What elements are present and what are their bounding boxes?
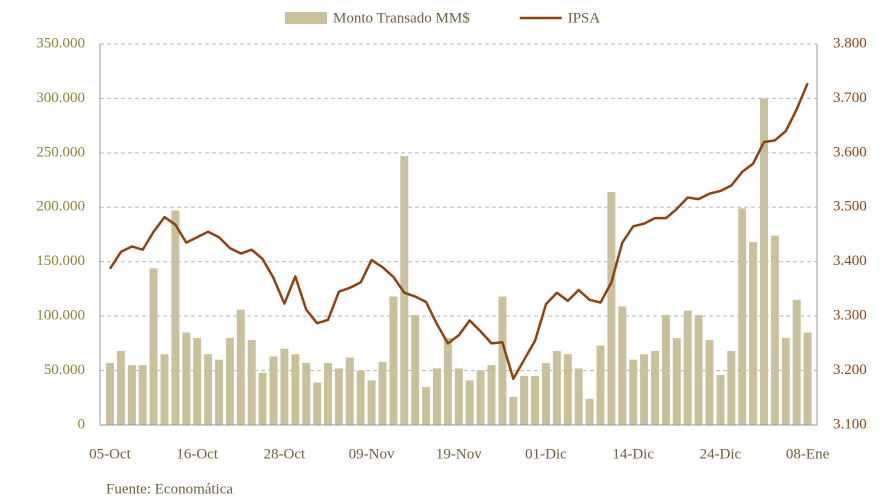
y2-tick-label: 3.600 [833,144,867,160]
bar [367,380,376,425]
y-tick-label: 300.000 [36,90,85,106]
bar [607,192,616,425]
y2-tick-label: 3.300 [833,308,867,324]
bar [531,376,540,425]
bar [487,365,496,425]
bar [585,398,594,425]
bar [683,310,692,425]
y-tick-label: 350.000 [36,35,85,51]
bar [542,362,550,425]
bar [596,345,605,425]
bar [803,332,812,425]
bar [313,382,322,425]
bar [509,396,518,425]
bar [563,354,572,425]
bar [215,359,223,425]
bar [781,337,790,425]
bar [454,368,463,425]
y2-tick-label: 3.100 [833,416,867,432]
bar [727,350,736,425]
bar [640,354,649,425]
bar [476,370,485,425]
x-tick-label: 09-Nov [349,446,395,462]
y2-tick-label: 3.400 [833,253,867,269]
bar [247,340,256,425]
bar [138,365,147,425]
x-tick-label: 16-Oct [176,446,218,462]
bar [749,242,758,425]
y2-tick-label: 3.700 [833,90,867,106]
x-tick-label: 05-Oct [89,446,131,462]
bar [236,309,245,425]
y2-tick-label: 3.800 [833,35,867,51]
bar [705,340,714,425]
bar [465,380,474,425]
bar [225,337,234,425]
bar [574,368,583,425]
legend-label: IPSA [568,10,601,26]
bar [345,357,354,425]
bar [618,306,627,425]
bar [672,337,681,425]
y-tick-label: 150.000 [36,253,85,269]
bar [269,356,278,425]
bar [760,98,768,425]
bar [302,362,311,425]
bar [443,337,452,425]
x-tick-label: 01-Dic [525,446,567,462]
bar [520,376,529,425]
bar [160,354,169,425]
bar [356,370,365,425]
legend-label: Monto Transado MM$ [333,10,470,26]
bar [193,337,202,425]
y-tick-label: 250.000 [36,144,85,160]
x-tick-label: 19-Nov [436,446,482,462]
bar [127,365,136,425]
bar [171,210,180,425]
bar [324,362,332,425]
y-tick-label: 50.000 [44,362,85,378]
y-tick-label: 200.000 [36,199,85,215]
y-tick-label: 0 [78,416,86,432]
bar [291,354,300,425]
bar [334,368,343,425]
bar [411,315,420,425]
bar [738,208,747,425]
x-tick-label: 28-Oct [264,446,306,462]
y-tick-label: 100.000 [36,308,85,324]
bar [661,315,670,425]
line [108,82,809,380]
bar [258,372,267,425]
source-note: Fuente: Economática [106,481,233,497]
bar [204,354,213,425]
bar [716,374,725,425]
bar [149,268,158,425]
bar [389,296,398,425]
bar [651,350,659,425]
bar [694,315,703,425]
bar [106,362,114,425]
legend-swatch [285,12,327,24]
bar [280,348,289,425]
bar [116,350,125,425]
y2-tick-label: 3.200 [833,362,867,378]
bar [629,359,638,425]
bar [792,299,801,425]
x-tick-label: 24-Dic [700,446,742,462]
bar [498,296,507,425]
bar [182,332,191,425]
bar [422,386,431,425]
bar [378,361,387,425]
x-tick-label: 14-Dic [612,446,654,462]
bar [552,350,561,425]
bar [433,368,441,425]
x-tick-label: 08-Ene [786,446,830,462]
bar [770,235,779,425]
y2-tick-label: 3.500 [833,199,867,215]
